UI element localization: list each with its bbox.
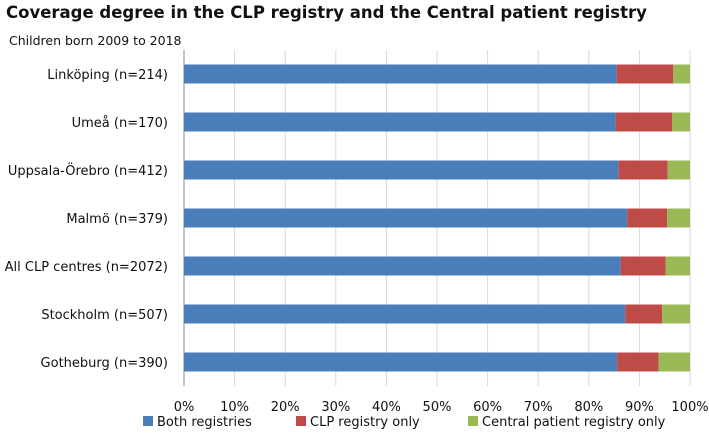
category-label: Linköping (n=214) (47, 68, 168, 83)
legend: Both registries CLP registry only Central … (143, 415, 666, 430)
bar-segment (184, 208, 628, 228)
x-tick-labels: 0% 10% 20% 30% 40% 50% 60% 70% 80% 90% 100% (174, 400, 709, 415)
legend-label: Central patient registry only (482, 415, 666, 430)
category-label: Uppsala-Örebro (n=412) (8, 162, 168, 179)
x-tick-label: 20% (271, 400, 300, 415)
bar-segment (184, 352, 618, 372)
category-label: All CLP centres (n=2072) (5, 260, 168, 275)
bar-segment (627, 208, 668, 228)
legend-label: Both registries (157, 415, 252, 430)
bar-segment (673, 64, 690, 84)
x-tick-label: 10% (220, 400, 249, 415)
bar-segment (618, 160, 668, 180)
bar-segment (184, 64, 617, 84)
bar-segment (667, 208, 690, 228)
x-tick-label: 60% (473, 400, 502, 415)
bar-segment (615, 112, 673, 132)
legend-swatch (296, 416, 306, 426)
bar-segment (184, 160, 619, 180)
category-label: Malmö (n=379) (66, 212, 168, 227)
x-tick-label: 50% (423, 400, 452, 415)
x-tick-label: 0% (174, 400, 195, 415)
bar-segment (184, 304, 626, 324)
bar-segment (617, 352, 659, 372)
category-label: Gotheburg (n=390) (41, 356, 168, 371)
x-tick-label: 70% (524, 400, 553, 415)
bar-segment (662, 304, 690, 324)
x-tick-label: 90% (625, 400, 654, 415)
x-tick-label: 100% (671, 400, 708, 415)
chart-subtitle: Children born 2009 to 2018 (9, 33, 182, 48)
chart-title: Coverage degree in the CLP registry and … (6, 3, 647, 22)
bar-segment (658, 352, 690, 372)
legend-swatch (468, 416, 478, 426)
bar-segment (184, 256, 621, 276)
bar-segment (184, 112, 616, 132)
bar-segment (616, 64, 674, 84)
bar-segment (672, 112, 690, 132)
x-tick-label: 30% (321, 400, 350, 415)
bar-segment (620, 256, 666, 276)
category-label: Umeå (n=170) (72, 116, 168, 131)
bars (184, 64, 690, 372)
bar-segment (625, 304, 663, 324)
legend-swatch (143, 416, 153, 426)
legend-label: CLP registry only (310, 415, 420, 430)
bar-segment (667, 160, 690, 180)
x-tick-label: 40% (372, 400, 401, 415)
category-labels: Linköping (n=214) Umeå (n=170) Uppsala-Öre… (5, 68, 168, 371)
x-tick-label: 80% (574, 400, 603, 415)
bar-segment (665, 256, 690, 276)
category-label: Stockholm (n=507) (41, 308, 168, 323)
